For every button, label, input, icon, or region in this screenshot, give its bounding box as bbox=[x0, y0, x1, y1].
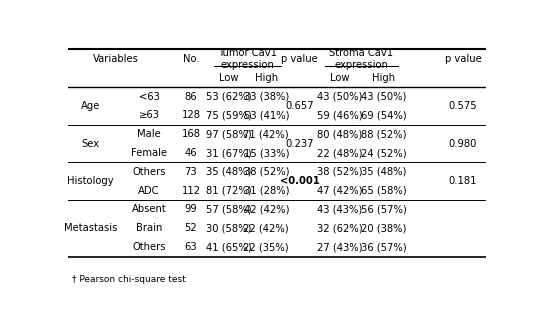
Text: 24 (52%): 24 (52%) bbox=[361, 148, 406, 158]
Text: 88 (52%): 88 (52%) bbox=[361, 129, 406, 139]
Text: 56 (57%): 56 (57%) bbox=[361, 204, 406, 215]
Text: 22 (42%): 22 (42%) bbox=[244, 223, 289, 233]
Text: 86: 86 bbox=[185, 92, 197, 102]
Text: 63: 63 bbox=[185, 242, 197, 252]
Text: 128: 128 bbox=[181, 110, 200, 120]
Text: Stroma Cav1
expression: Stroma Cav1 expression bbox=[329, 48, 394, 70]
Text: 30 (58%): 30 (58%) bbox=[206, 223, 251, 233]
Text: 80 (48%): 80 (48%) bbox=[317, 129, 362, 139]
Text: 112: 112 bbox=[181, 186, 200, 196]
Text: <63: <63 bbox=[139, 92, 159, 102]
Text: Brain: Brain bbox=[136, 223, 163, 233]
Text: High: High bbox=[372, 73, 395, 83]
Text: Others: Others bbox=[132, 242, 166, 252]
Text: 22 (35%): 22 (35%) bbox=[244, 242, 289, 252]
Text: ≥63: ≥63 bbox=[139, 110, 160, 120]
Text: 52: 52 bbox=[185, 223, 197, 233]
Text: Metastasis: Metastasis bbox=[64, 223, 117, 233]
Text: 71 (42%): 71 (42%) bbox=[244, 129, 289, 139]
Text: 41 (65%): 41 (65%) bbox=[206, 242, 252, 252]
Text: 0.237: 0.237 bbox=[286, 139, 314, 149]
Text: 53 (41%): 53 (41%) bbox=[244, 110, 289, 120]
Text: 0.980: 0.980 bbox=[449, 139, 477, 149]
Text: 27 (43%): 27 (43%) bbox=[317, 242, 362, 252]
Text: Age: Age bbox=[81, 101, 100, 111]
Text: p value: p value bbox=[281, 54, 318, 64]
Text: Tumor Cav1
expression: Tumor Cav1 expression bbox=[218, 48, 277, 70]
Text: 81 (72%): 81 (72%) bbox=[206, 186, 252, 196]
Text: ADC: ADC bbox=[138, 186, 160, 196]
Text: 73: 73 bbox=[185, 167, 197, 177]
Text: 43 (50%): 43 (50%) bbox=[361, 92, 406, 102]
Text: Low: Low bbox=[330, 73, 349, 83]
Text: 46: 46 bbox=[185, 148, 197, 158]
Text: Absent: Absent bbox=[132, 204, 166, 215]
Text: Sex: Sex bbox=[82, 139, 99, 149]
Text: 20 (38%): 20 (38%) bbox=[361, 223, 406, 233]
Text: 22 (48%): 22 (48%) bbox=[317, 148, 362, 158]
Text: <0.001: <0.001 bbox=[280, 176, 320, 186]
Text: 57 (58%): 57 (58%) bbox=[206, 204, 252, 215]
Text: 36 (57%): 36 (57%) bbox=[361, 242, 406, 252]
Text: 0.181: 0.181 bbox=[449, 176, 477, 186]
Text: 97 (58%): 97 (58%) bbox=[206, 129, 252, 139]
Text: High: High bbox=[255, 73, 278, 83]
Text: 47 (42%): 47 (42%) bbox=[317, 186, 362, 196]
Text: No.: No. bbox=[183, 54, 199, 64]
Text: p value: p value bbox=[444, 54, 481, 64]
Text: 38 (52%): 38 (52%) bbox=[244, 167, 289, 177]
Text: 69 (54%): 69 (54%) bbox=[361, 110, 406, 120]
Text: 43 (50%): 43 (50%) bbox=[317, 92, 362, 102]
Text: 15 (33%): 15 (33%) bbox=[244, 148, 289, 158]
Text: 65 (58%): 65 (58%) bbox=[361, 186, 406, 196]
Text: 0.575: 0.575 bbox=[449, 101, 477, 111]
Text: Variables: Variables bbox=[93, 54, 139, 64]
Text: Low: Low bbox=[219, 73, 238, 83]
Text: 0.657: 0.657 bbox=[286, 101, 314, 111]
Text: 35 (48%): 35 (48%) bbox=[361, 167, 406, 177]
Text: 53 (62%): 53 (62%) bbox=[206, 92, 252, 102]
Text: 31 (28%): 31 (28%) bbox=[244, 186, 289, 196]
Text: Histology: Histology bbox=[67, 176, 114, 186]
Text: Others: Others bbox=[132, 167, 166, 177]
Text: 35 (48%): 35 (48%) bbox=[206, 167, 251, 177]
Text: 168: 168 bbox=[181, 129, 200, 139]
Text: 75 (59%): 75 (59%) bbox=[206, 110, 252, 120]
Text: 33 (38%): 33 (38%) bbox=[244, 92, 289, 102]
Text: 59 (46%): 59 (46%) bbox=[317, 110, 362, 120]
Text: 32 (62%): 32 (62%) bbox=[317, 223, 362, 233]
Text: 43 (43%): 43 (43%) bbox=[317, 204, 362, 215]
Text: 31 (67%): 31 (67%) bbox=[206, 148, 252, 158]
Text: 42 (42%): 42 (42%) bbox=[244, 204, 289, 215]
Text: Female: Female bbox=[131, 148, 167, 158]
Text: Male: Male bbox=[137, 129, 161, 139]
Text: † Pearson chi-square test: † Pearson chi-square test bbox=[72, 275, 185, 284]
Text: 99: 99 bbox=[185, 204, 197, 215]
Text: 38 (52%): 38 (52%) bbox=[317, 167, 362, 177]
